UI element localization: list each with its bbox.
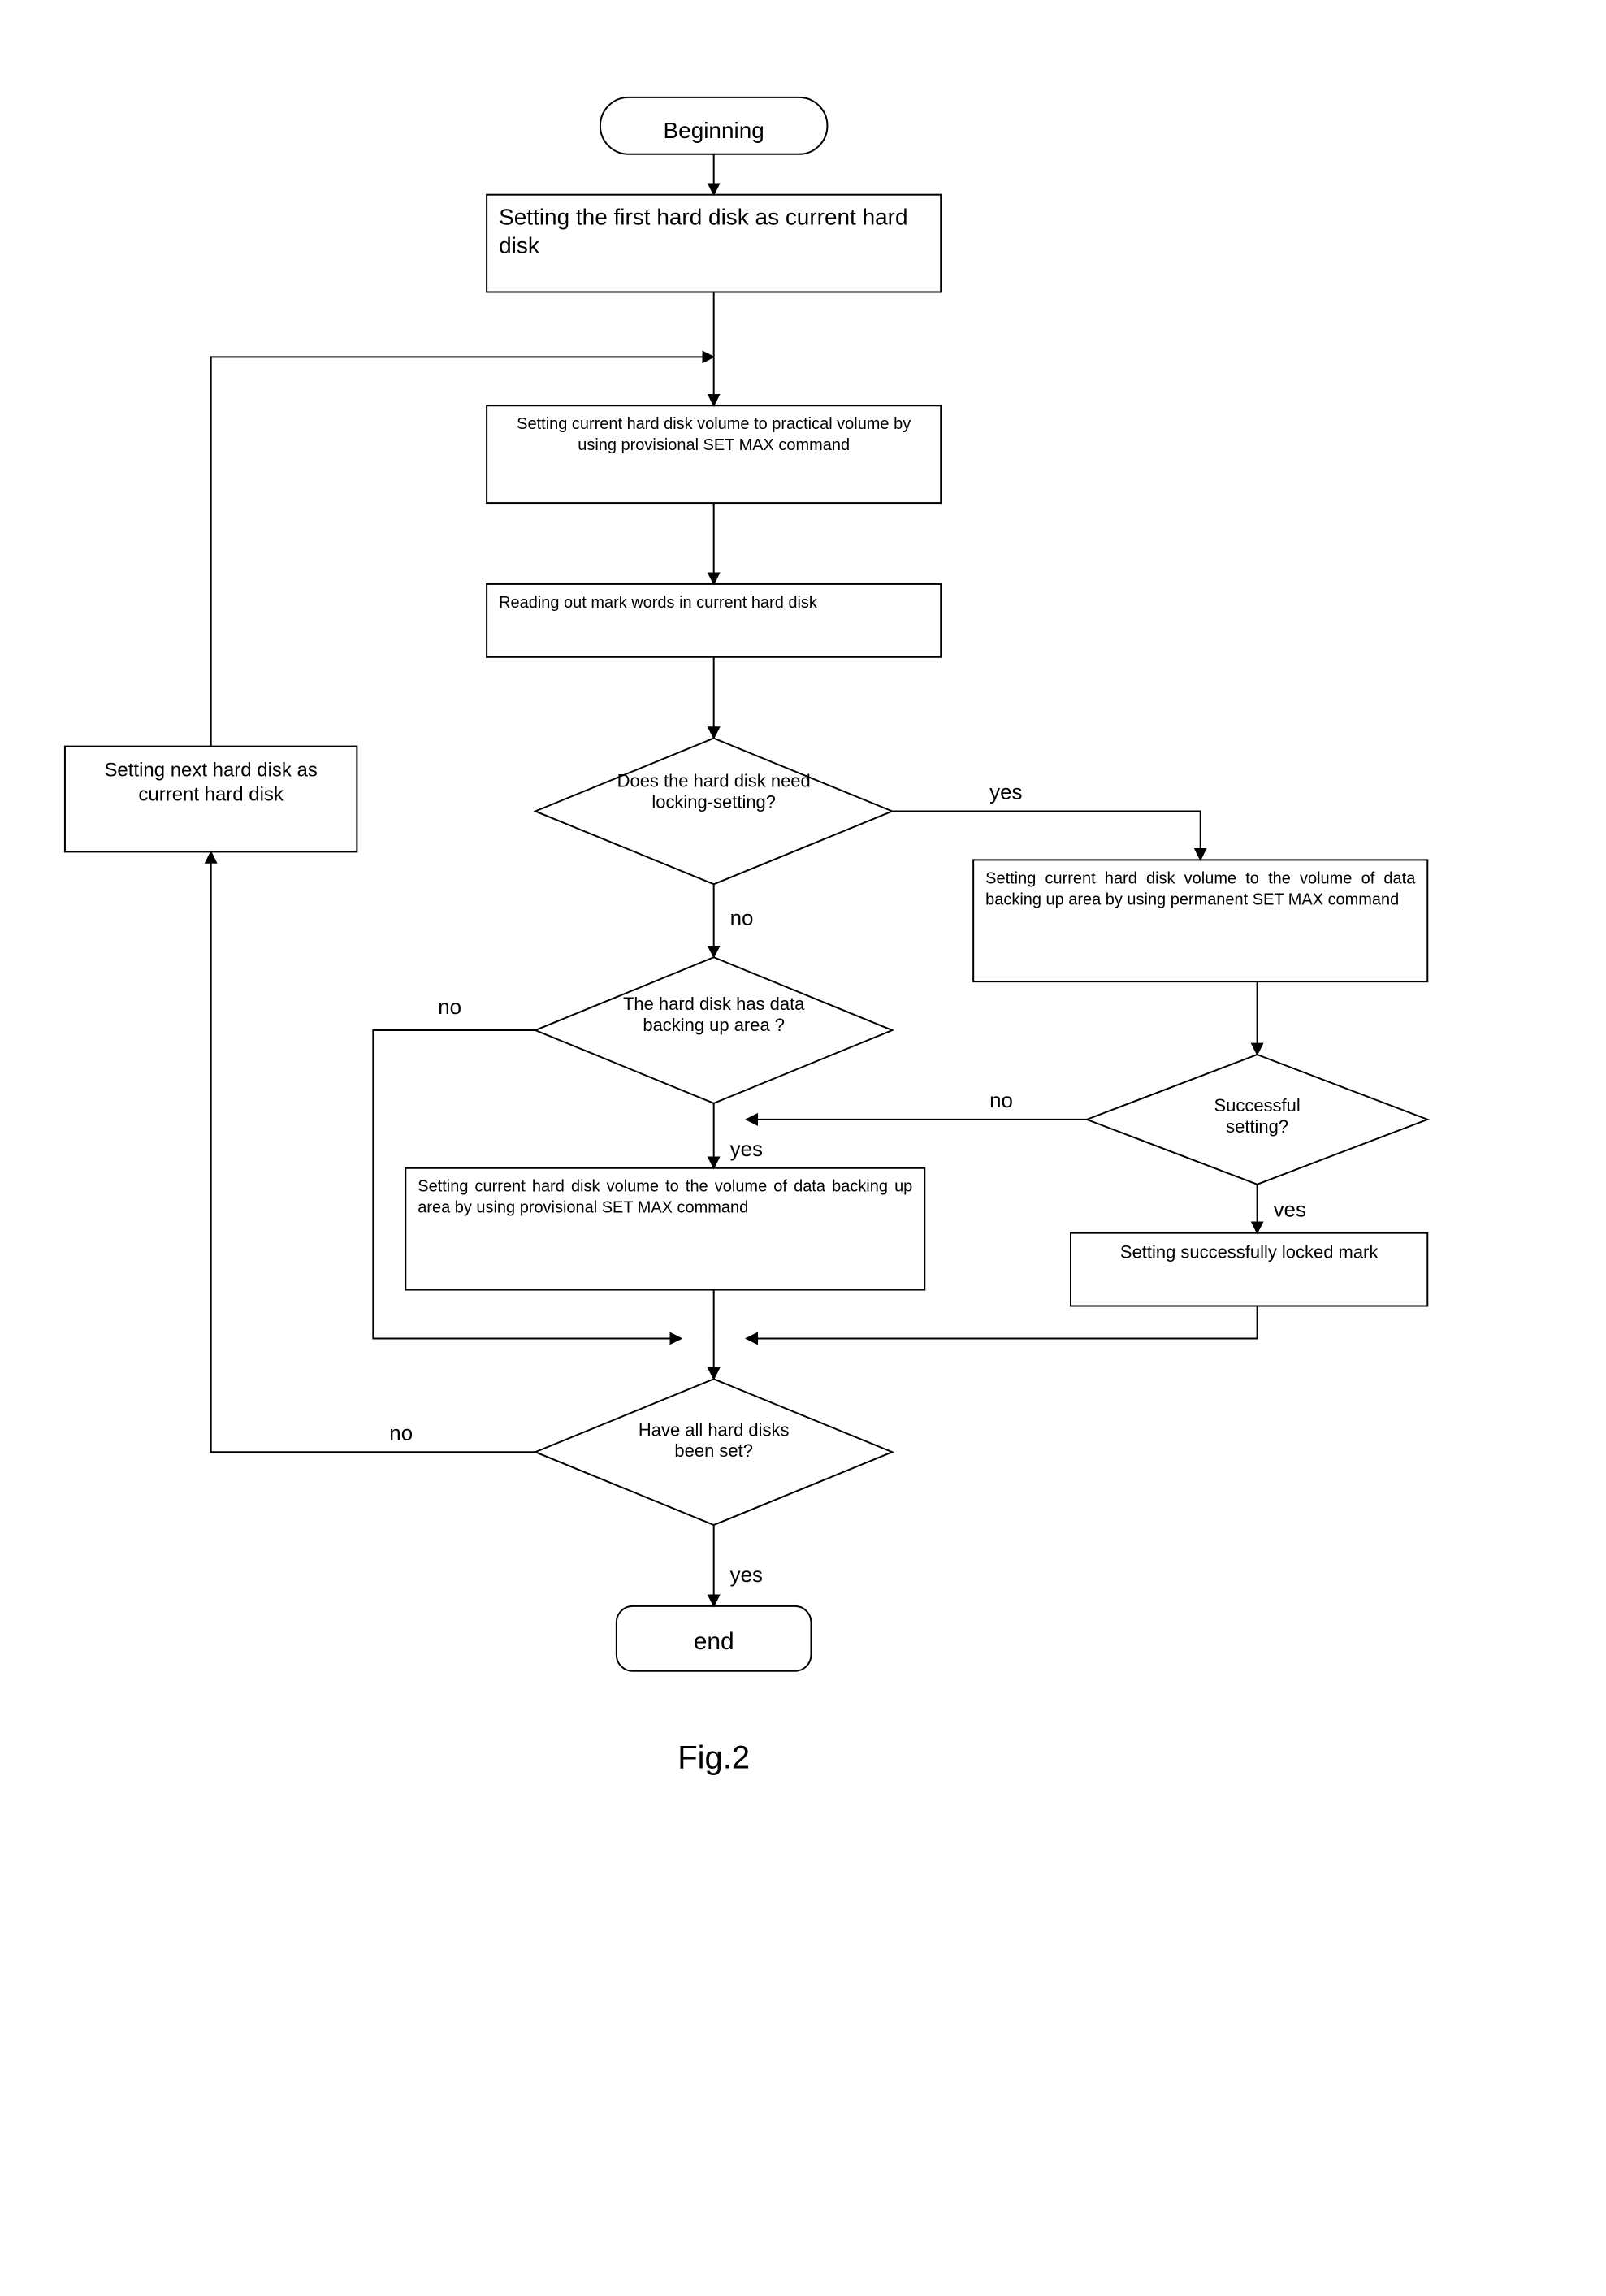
edge-label: yes [730,1138,763,1161]
edge-label: no [730,907,754,929]
node-label: Setting current hard disk volume to prac… [499,414,929,456]
figure-label: Fig.2 [677,1740,750,1776]
edge-label: yes [730,1564,763,1587]
node-readmark: Reading out mark words in current hard d… [487,584,941,657]
node-label: Does the hard disk need locking-setting? [617,771,812,814]
node-label: Setting successfully locked mark [1083,1241,1415,1263]
node-setvol: Setting current hard disk volume to prac… [487,405,941,503]
node-label: Setting the first hard disk as current h… [499,203,929,260]
edge-label: yes [989,782,1022,804]
node-needlock: Does the hard disk need locking-setting? [535,739,892,885]
edge-label: no [438,996,461,1019]
edge-label: no [989,1090,1013,1112]
node-label: Setting current hard disk volume to the … [985,868,1415,910]
node-label: The hard disk has data backing up area ? [617,994,812,1037]
node-label: Reading out mark words in current hard d… [499,592,929,613]
node-label: Beginning [664,118,764,143]
node-label: Successful setting? [1184,1095,1331,1138]
node-setperm: Setting current hard disk volume to the … [973,860,1427,981]
node-succset: Successful setting? [1087,1055,1427,1185]
node-label: Have all hard disks been set? [625,1419,803,1462]
node-setmark: Setting successfully locked mark [1071,1233,1427,1306]
flowchart-canvas: Beginning Setting the first hard disk as… [32,32,1574,1817]
node-label: Setting next hard disk as current hard d… [77,759,344,808]
edge-label: no [389,1422,413,1445]
node-hasbackup: The hard disk has data backing up area ? [535,957,892,1103]
node-alldone: Have all hard disks been set? [535,1379,892,1525]
node-setnext: Setting next hard disk as current hard d… [65,747,357,852]
node-begin: Beginning [600,97,828,154]
node-setfirst: Setting the first hard disk as current h… [487,195,941,292]
node-setprov: Setting current hard disk volume to the … [405,1168,924,1290]
node-end: end [617,1606,812,1671]
edge-label: ves [1274,1199,1306,1222]
node-label: Setting current hard disk volume to the … [418,1176,912,1219]
node-label: end [694,1628,734,1655]
